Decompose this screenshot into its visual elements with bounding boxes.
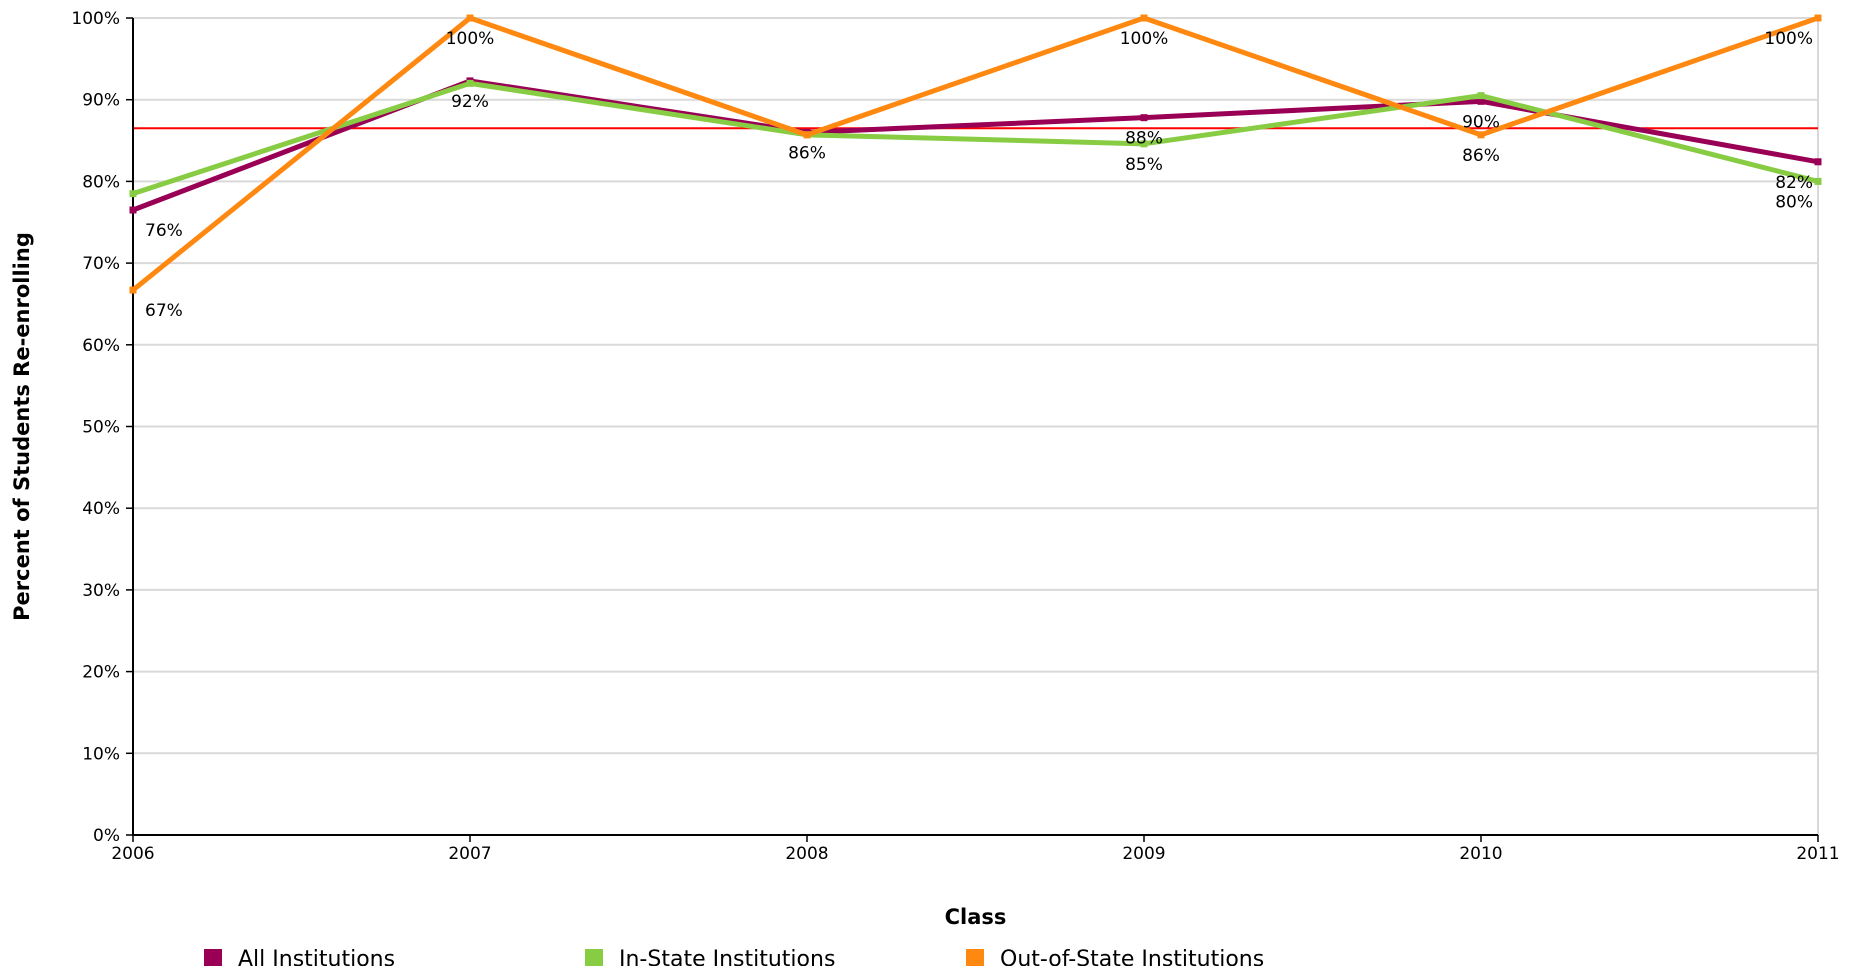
x-tick-label: 2010 — [1459, 844, 1502, 864]
y-tick-label: 0% — [93, 826, 120, 846]
x-axis-title: Class — [945, 905, 1007, 929]
y-axis-title: Percent of Students Re-enrolling — [10, 232, 34, 621]
data-label: 67% — [145, 301, 183, 321]
y-tick-label: 60% — [82, 336, 120, 356]
legend-item: In-State Institutions — [585, 947, 835, 966]
data-labels: 76% 92% 86% 88% 90% 82% 85% 80% 67% 100% 100% 86% 10… — [145, 29, 1813, 321]
data-label: 86% — [1462, 146, 1500, 166]
data-point — [1814, 14, 1822, 22]
legend-label: Out-of-State Institutions — [1000, 947, 1264, 966]
axes: 0% 10% 20% 30% 40% 50% 60% 70% 80% 90% 100% 2006 200… — [71, 9, 1839, 864]
data-label: 88% — [1125, 129, 1163, 149]
data-label: 82% — [1775, 173, 1813, 193]
data-point — [129, 286, 137, 294]
legend-item: All Institutions — [204, 947, 395, 966]
data-point — [129, 206, 137, 214]
series-line-1 — [132, 80, 1819, 197]
x-tick-label: 2007 — [448, 844, 491, 864]
y-tick-label: 70% — [82, 254, 120, 274]
data-point — [129, 190, 137, 198]
data-label: 100% — [1120, 29, 1169, 49]
data-label: 100% — [1764, 29, 1813, 49]
y-tick-label: 50% — [82, 418, 120, 438]
data-point — [466, 79, 474, 87]
legend-swatch — [966, 949, 984, 966]
legend-label: All Institutions — [238, 947, 395, 966]
legend-swatch — [585, 949, 603, 966]
x-tick-label: 2008 — [785, 844, 828, 864]
x-tick-label: 2011 — [1796, 844, 1839, 864]
data-label: 86% — [788, 143, 826, 163]
y-tick-label: 40% — [82, 499, 120, 519]
data-point — [1477, 92, 1485, 100]
y-tick-label: 10% — [82, 744, 120, 764]
data-point — [466, 14, 474, 22]
series-line-2 — [131, 15, 1819, 293]
gridlines — [133, 17, 1819, 835]
data-point — [1140, 140, 1148, 148]
data-point — [1814, 177, 1822, 185]
data-label: 92% — [451, 92, 489, 112]
x-tick-label: 2006 — [111, 844, 154, 864]
legend-item: Out-of-State Institutions — [966, 947, 1264, 966]
data-label: 100% — [446, 29, 495, 49]
data-label: 76% — [145, 221, 183, 241]
y-tick-label: 80% — [82, 172, 120, 192]
data-point — [1140, 114, 1148, 122]
legend: All Institutions In-State Institutions Out… — [204, 947, 1264, 966]
data-point — [1814, 158, 1822, 166]
data-point — [1477, 131, 1485, 139]
y-tick-label: 20% — [82, 663, 120, 683]
y-tick-label: 100% — [71, 9, 120, 29]
data-point — [1140, 14, 1148, 22]
legend-label: In-State Institutions — [619, 947, 835, 966]
data-label: 85% — [1125, 155, 1163, 175]
legend-swatch — [204, 949, 222, 966]
y-tick-label: 90% — [82, 91, 120, 111]
x-tick-label: 2009 — [1122, 844, 1165, 864]
data-label: 80% — [1775, 192, 1813, 212]
y-tick-label: 30% — [82, 581, 120, 601]
data-label: 90% — [1462, 112, 1500, 132]
data-point — [1477, 97, 1485, 105]
data-point — [803, 131, 811, 139]
series-layer — [129, 14, 1822, 294]
